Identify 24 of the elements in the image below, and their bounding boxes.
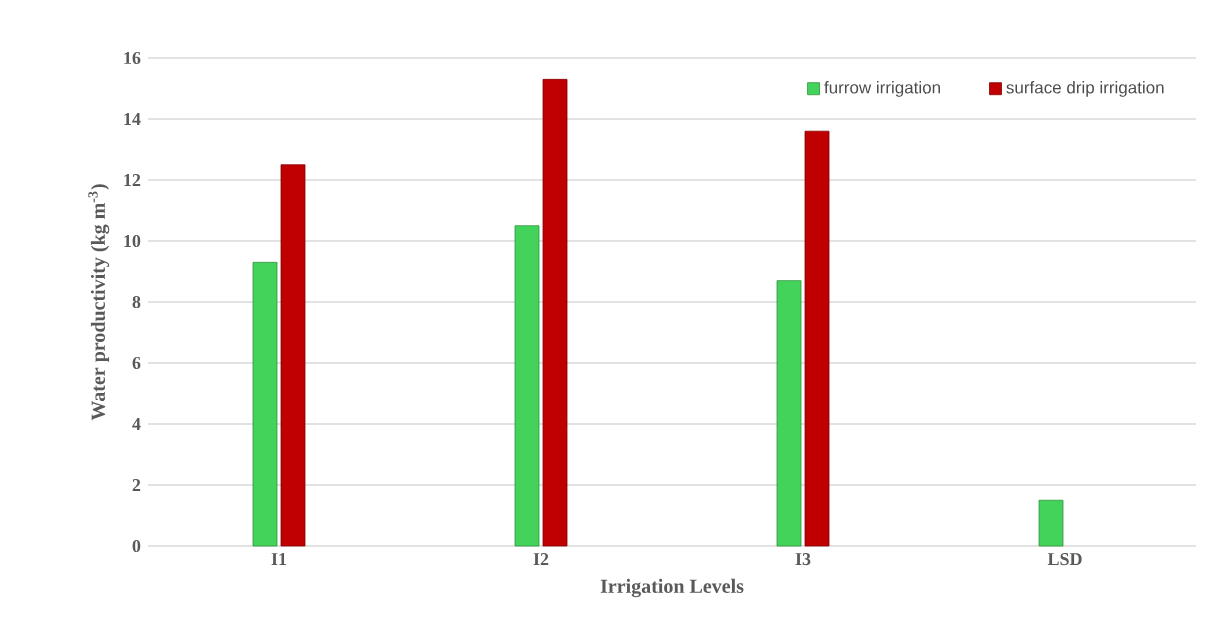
y-tick-label: 4: [132, 418, 141, 430]
y-tick-label: 16: [124, 51, 141, 65]
y-tick-label: 6: [132, 356, 141, 370]
bar: [514, 225, 540, 547]
y-tick-label: 12: [124, 174, 141, 186]
x-tick-label: I2: [533, 553, 549, 565]
y-tick-label: 8: [132, 295, 141, 309]
y-axis-title: Water productivity (kg m$^{-3}$): [88, 184, 110, 421]
legend-label: furrow irrigation: [824, 81, 940, 97]
x-tick-label: LSD: [1047, 553, 1082, 566]
bar: [1038, 499, 1064, 547]
x-tick-label: I1: [271, 553, 287, 565]
y-tick-label: 14: [124, 113, 141, 125]
legend-label: surface drip irrigation: [1006, 81, 1164, 97]
bar: [804, 130, 830, 547]
y-tick-label: 0: [132, 539, 141, 553]
x-tick-label: I3: [795, 553, 811, 566]
bar: [280, 164, 306, 547]
bar: [252, 261, 278, 547]
y-tick-label: 10: [124, 234, 141, 248]
y-tick-label: 2: [132, 479, 141, 491]
bar: [776, 280, 802, 547]
x-axis-title: Irrigation Levels: [600, 578, 744, 598]
bar: [542, 78, 568, 547]
